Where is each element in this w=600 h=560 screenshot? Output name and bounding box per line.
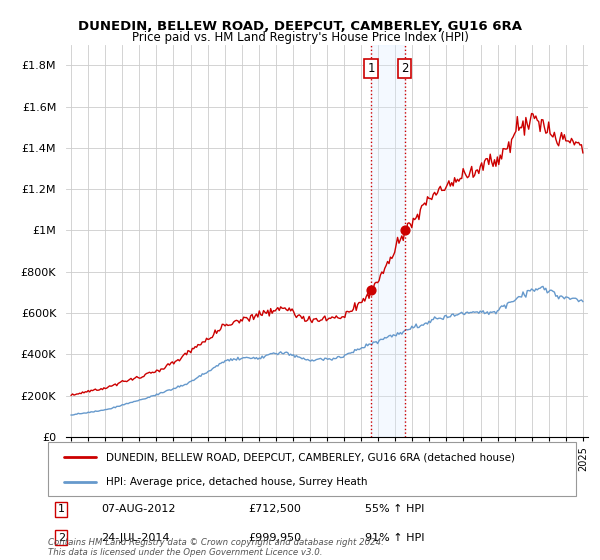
Text: DUNEDIN, BELLEW ROAD, DEEPCUT, CAMBERLEY, GU16 6RA (detached house): DUNEDIN, BELLEW ROAD, DEEPCUT, CAMBERLEY… — [106, 452, 515, 463]
Text: 2: 2 — [58, 533, 65, 543]
Bar — [371, 45, 404, 437]
Text: 2: 2 — [401, 63, 409, 76]
Point — [366, 286, 376, 295]
Text: 1: 1 — [367, 63, 375, 76]
Text: 07-AUG-2012: 07-AUG-2012 — [101, 505, 175, 515]
Text: 1: 1 — [58, 505, 65, 515]
Text: 24-JUL-2014: 24-JUL-2014 — [101, 533, 169, 543]
Text: Contains HM Land Registry data © Crown copyright and database right 2024.
This d: Contains HM Land Registry data © Crown c… — [48, 538, 384, 557]
Text: HPI: Average price, detached house, Surrey Heath: HPI: Average price, detached house, Surr… — [106, 477, 368, 487]
Text: £712,500: £712,500 — [248, 505, 302, 515]
Text: DUNEDIN, BELLEW ROAD, DEEPCUT, CAMBERLEY, GU16 6RA: DUNEDIN, BELLEW ROAD, DEEPCUT, CAMBERLEY… — [78, 20, 522, 32]
Text: 55% ↑ HPI: 55% ↑ HPI — [365, 505, 424, 515]
FancyBboxPatch shape — [48, 442, 576, 496]
Text: £999,950: £999,950 — [248, 533, 302, 543]
Text: 91% ↑ HPI: 91% ↑ HPI — [365, 533, 424, 543]
Point — [400, 226, 409, 235]
Text: Price paid vs. HM Land Registry's House Price Index (HPI): Price paid vs. HM Land Registry's House … — [131, 31, 469, 44]
